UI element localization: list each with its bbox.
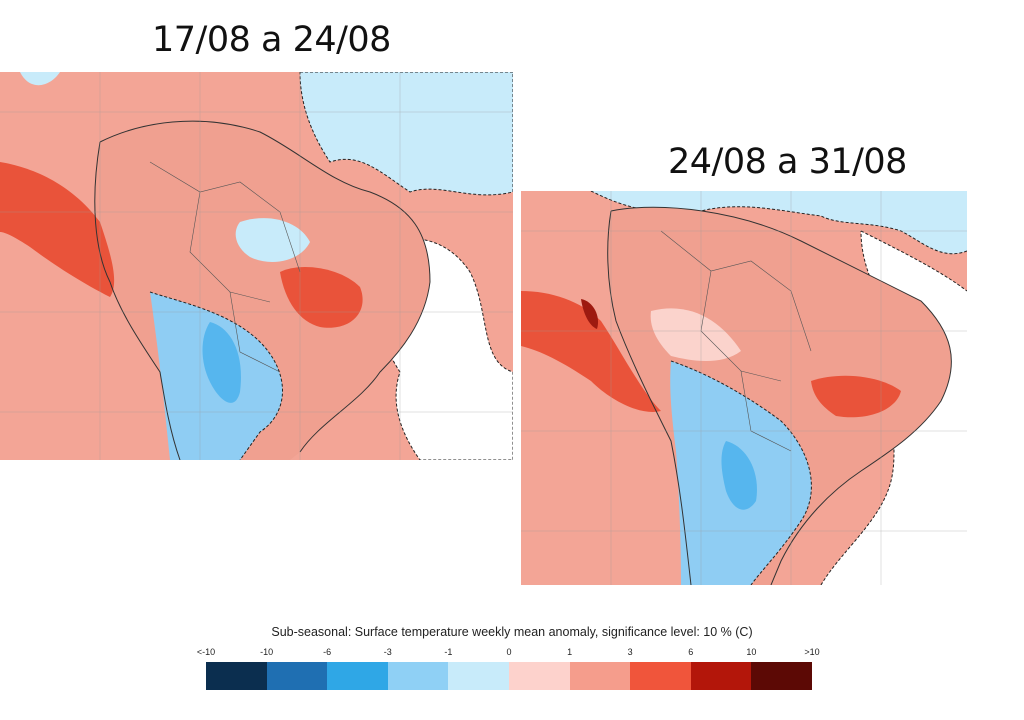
colorbar-tick-label: -10 bbox=[260, 647, 274, 657]
colorbar-box-0 bbox=[206, 662, 267, 690]
colorbar-tick-label: 10 bbox=[746, 647, 757, 657]
coastline bbox=[94, 141, 181, 460]
cool-region bbox=[591, 191, 967, 254]
colorbar-tick-label: 1 bbox=[567, 647, 573, 657]
colorbar-tick-label: 6 bbox=[688, 647, 694, 657]
cool-region bbox=[20, 72, 60, 86]
colorbar-title: Sub-seasonal: Surface temperature weekly… bbox=[271, 625, 753, 639]
colorbar-box-4 bbox=[448, 662, 509, 690]
strong-warm-region bbox=[280, 267, 363, 328]
colorbar-box-6 bbox=[569, 662, 631, 690]
colorbar-tick-label: 0 bbox=[506, 647, 512, 657]
colorbar-tick-label: -1 bbox=[444, 647, 453, 657]
colorbar-ticks: <-10 -10 -6 -3 -1 0 1 3 6 10 >10 bbox=[0, 647, 1024, 661]
coastline bbox=[607, 210, 692, 585]
anomaly-map-week-2 bbox=[521, 191, 967, 585]
anomaly-map-week-1 bbox=[0, 72, 513, 460]
period-title-2: 24/08 a 31/08 bbox=[668, 142, 907, 182]
coastline bbox=[610, 206, 952, 585]
colorbar-tick-label: 3 bbox=[627, 647, 633, 657]
significance-contour bbox=[299, 72, 513, 196]
cool-region bbox=[235, 218, 310, 262]
anomaly-map-2-svg bbox=[521, 191, 967, 585]
coastline bbox=[99, 120, 431, 453]
cool-region bbox=[300, 72, 513, 195]
strong-warm-region bbox=[811, 375, 901, 418]
colorbar-box-2 bbox=[327, 662, 388, 690]
pale-warm-region bbox=[650, 308, 741, 361]
colorbar-box-3 bbox=[387, 662, 449, 690]
colorbar-tick-label: >10 bbox=[804, 647, 820, 657]
colorbar-box-1 bbox=[266, 662, 328, 690]
deep-warm-region bbox=[581, 299, 599, 329]
anomaly-map-1-svg bbox=[0, 72, 513, 460]
significance-contour bbox=[670, 360, 812, 585]
colorbar-tick-label: -6 bbox=[323, 647, 332, 657]
colorbar bbox=[206, 662, 812, 690]
period-title-1: 17/08 a 24/08 bbox=[152, 20, 391, 60]
colorbar-box-8 bbox=[690, 662, 752, 690]
cool-strong-region bbox=[721, 441, 757, 510]
strong-warm-region bbox=[0, 162, 115, 297]
colorbar-tick-label: <-10 bbox=[196, 647, 216, 657]
colorbar-box-5 bbox=[508, 662, 570, 690]
map-grid bbox=[521, 191, 967, 585]
significance-contour bbox=[149, 291, 283, 460]
cool-strong-region bbox=[202, 322, 241, 403]
colorbar-box-7 bbox=[630, 662, 691, 690]
map-grid bbox=[0, 72, 513, 460]
colorbar-tick-label: -3 bbox=[383, 647, 392, 657]
colorbar-box-9 bbox=[751, 662, 812, 690]
strong-warm-region bbox=[521, 291, 661, 412]
